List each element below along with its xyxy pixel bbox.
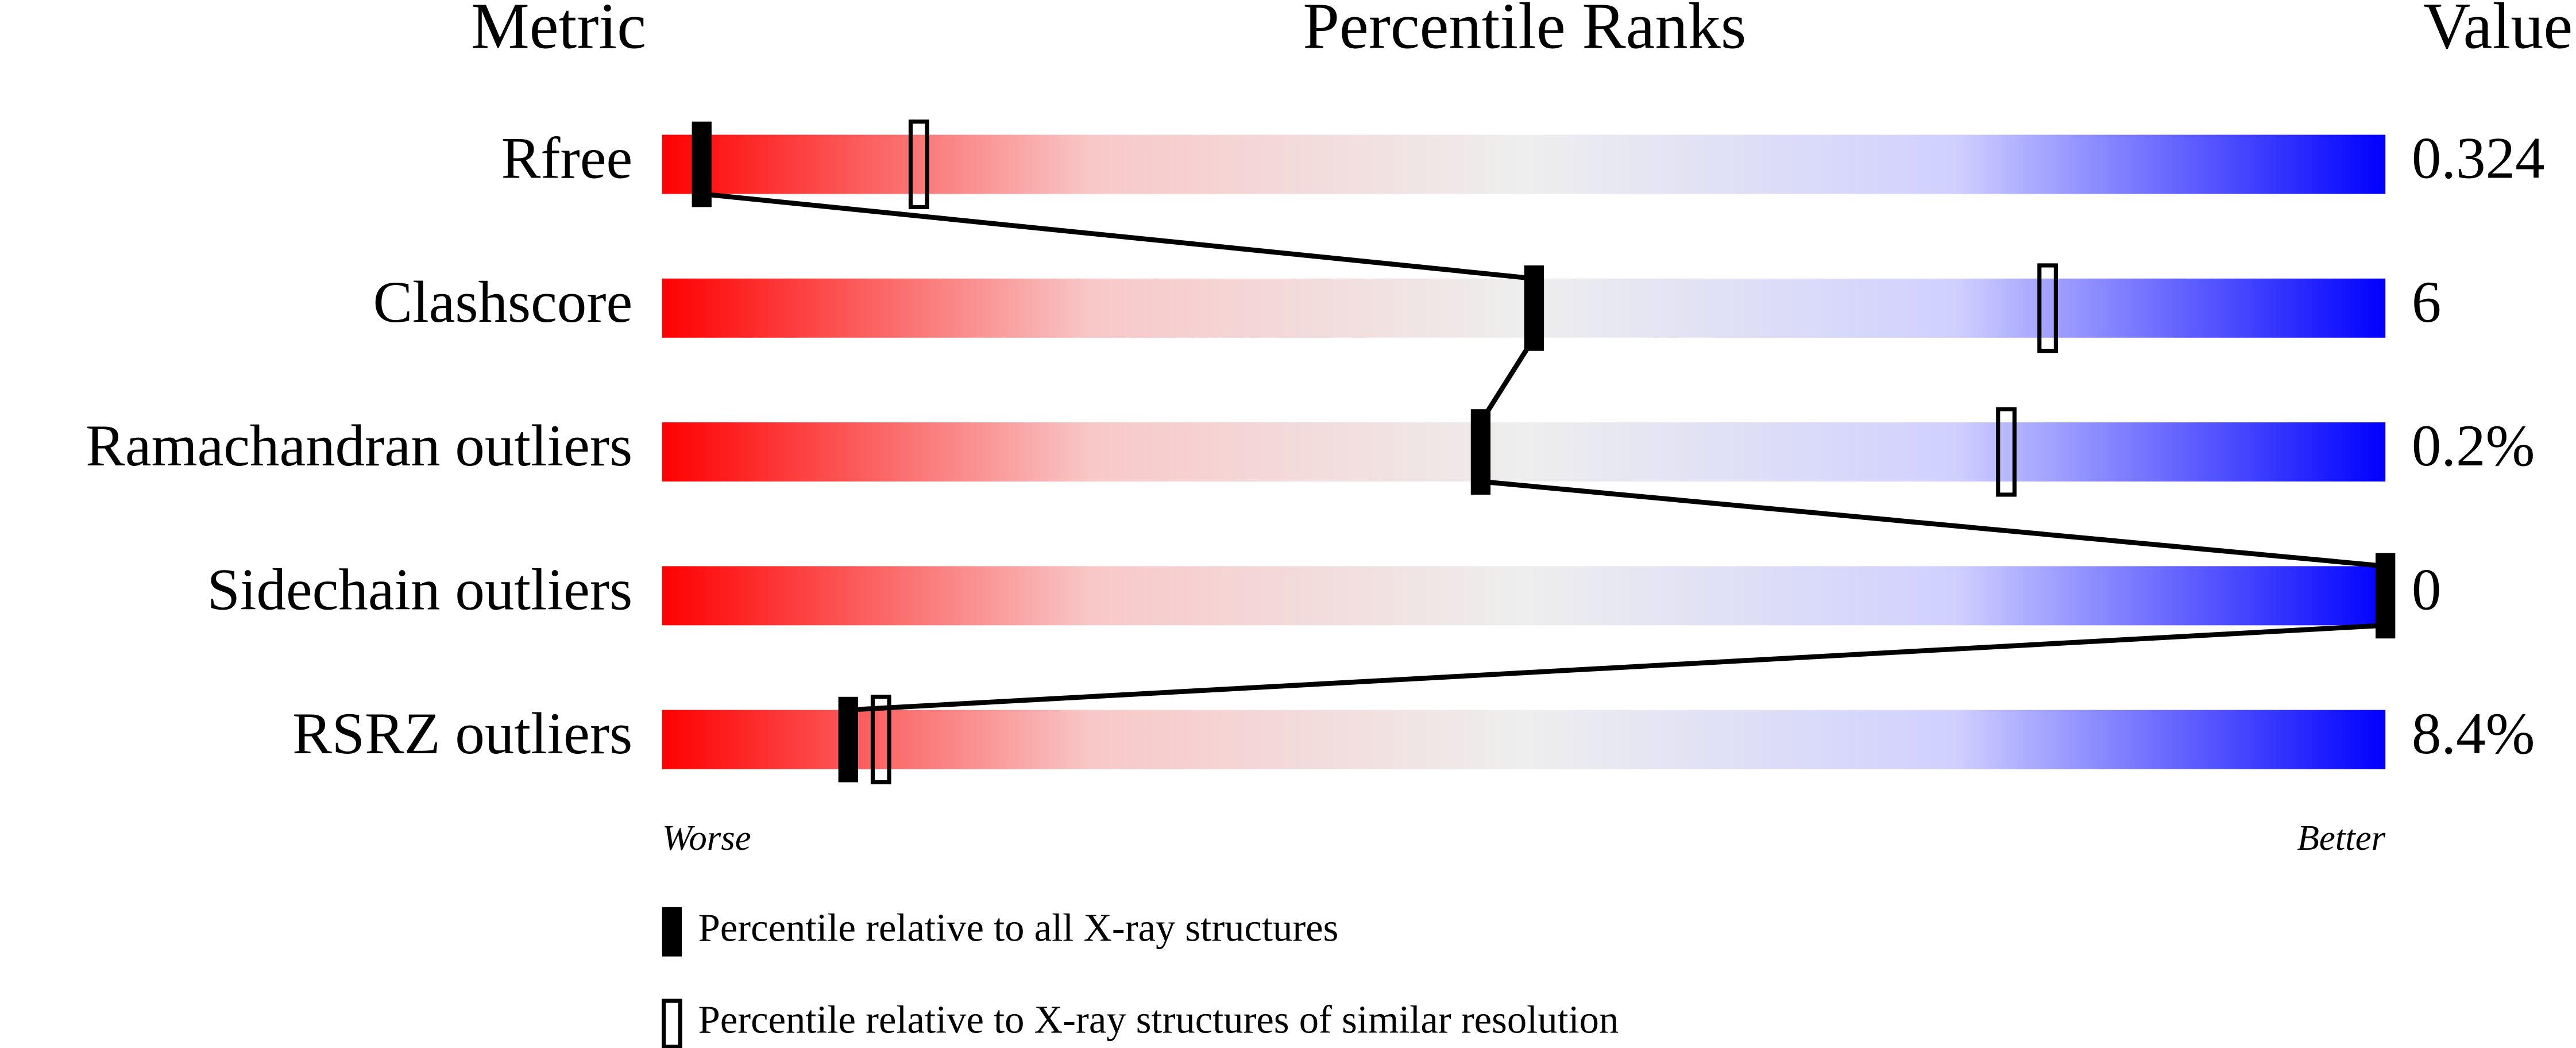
percentile-bar <box>662 422 2386 482</box>
marker-open <box>1996 407 2017 497</box>
percentile-bar <box>662 566 2386 626</box>
metric-value: 0.324 <box>2412 126 2545 191</box>
metric-value: 0 <box>2412 557 2441 622</box>
legend-label: Percentile relative to all X-ray structu… <box>698 906 1339 950</box>
percentile-bar <box>662 134 2386 194</box>
axis-end-label: Better <box>2297 818 2385 858</box>
header-value: Value <box>2423 0 2573 62</box>
metric-value: 6 <box>2412 269 2441 335</box>
marker-filled <box>838 696 858 783</box>
marker-filled <box>692 121 712 207</box>
header-percentile: Percentile Ranks <box>1303 0 1746 62</box>
marker-filled <box>2376 553 2396 639</box>
axis-end-label: Worse <box>662 818 751 858</box>
marker-filled <box>1470 409 1491 495</box>
connector <box>701 191 1535 282</box>
marker-open <box>2037 263 2058 353</box>
metric-label: RSRZ outliers <box>292 701 632 766</box>
marker-filled <box>1524 265 1544 351</box>
legend-swatch <box>662 907 682 957</box>
connector <box>1478 336 1536 424</box>
percentile-bar <box>662 278 2386 338</box>
marker-open <box>908 120 929 209</box>
metric-label: Clashscore <box>373 269 632 335</box>
header-metric: Metric <box>471 0 646 62</box>
connector <box>1480 479 2386 569</box>
metric-value: 8.4% <box>2412 701 2535 766</box>
metric-value: 0.2% <box>2412 413 2535 479</box>
metric-label: Sidechain outliers <box>207 557 633 622</box>
legend-label: Percentile relative to X-ray structures … <box>698 998 1619 1042</box>
marker-open <box>870 695 891 785</box>
legend-swatch <box>662 999 682 1048</box>
metric-label: Rfree <box>501 126 633 191</box>
percentile-bar <box>662 710 2386 769</box>
metric-label: Ramachandran outliers <box>86 413 632 479</box>
connector <box>848 623 2386 712</box>
